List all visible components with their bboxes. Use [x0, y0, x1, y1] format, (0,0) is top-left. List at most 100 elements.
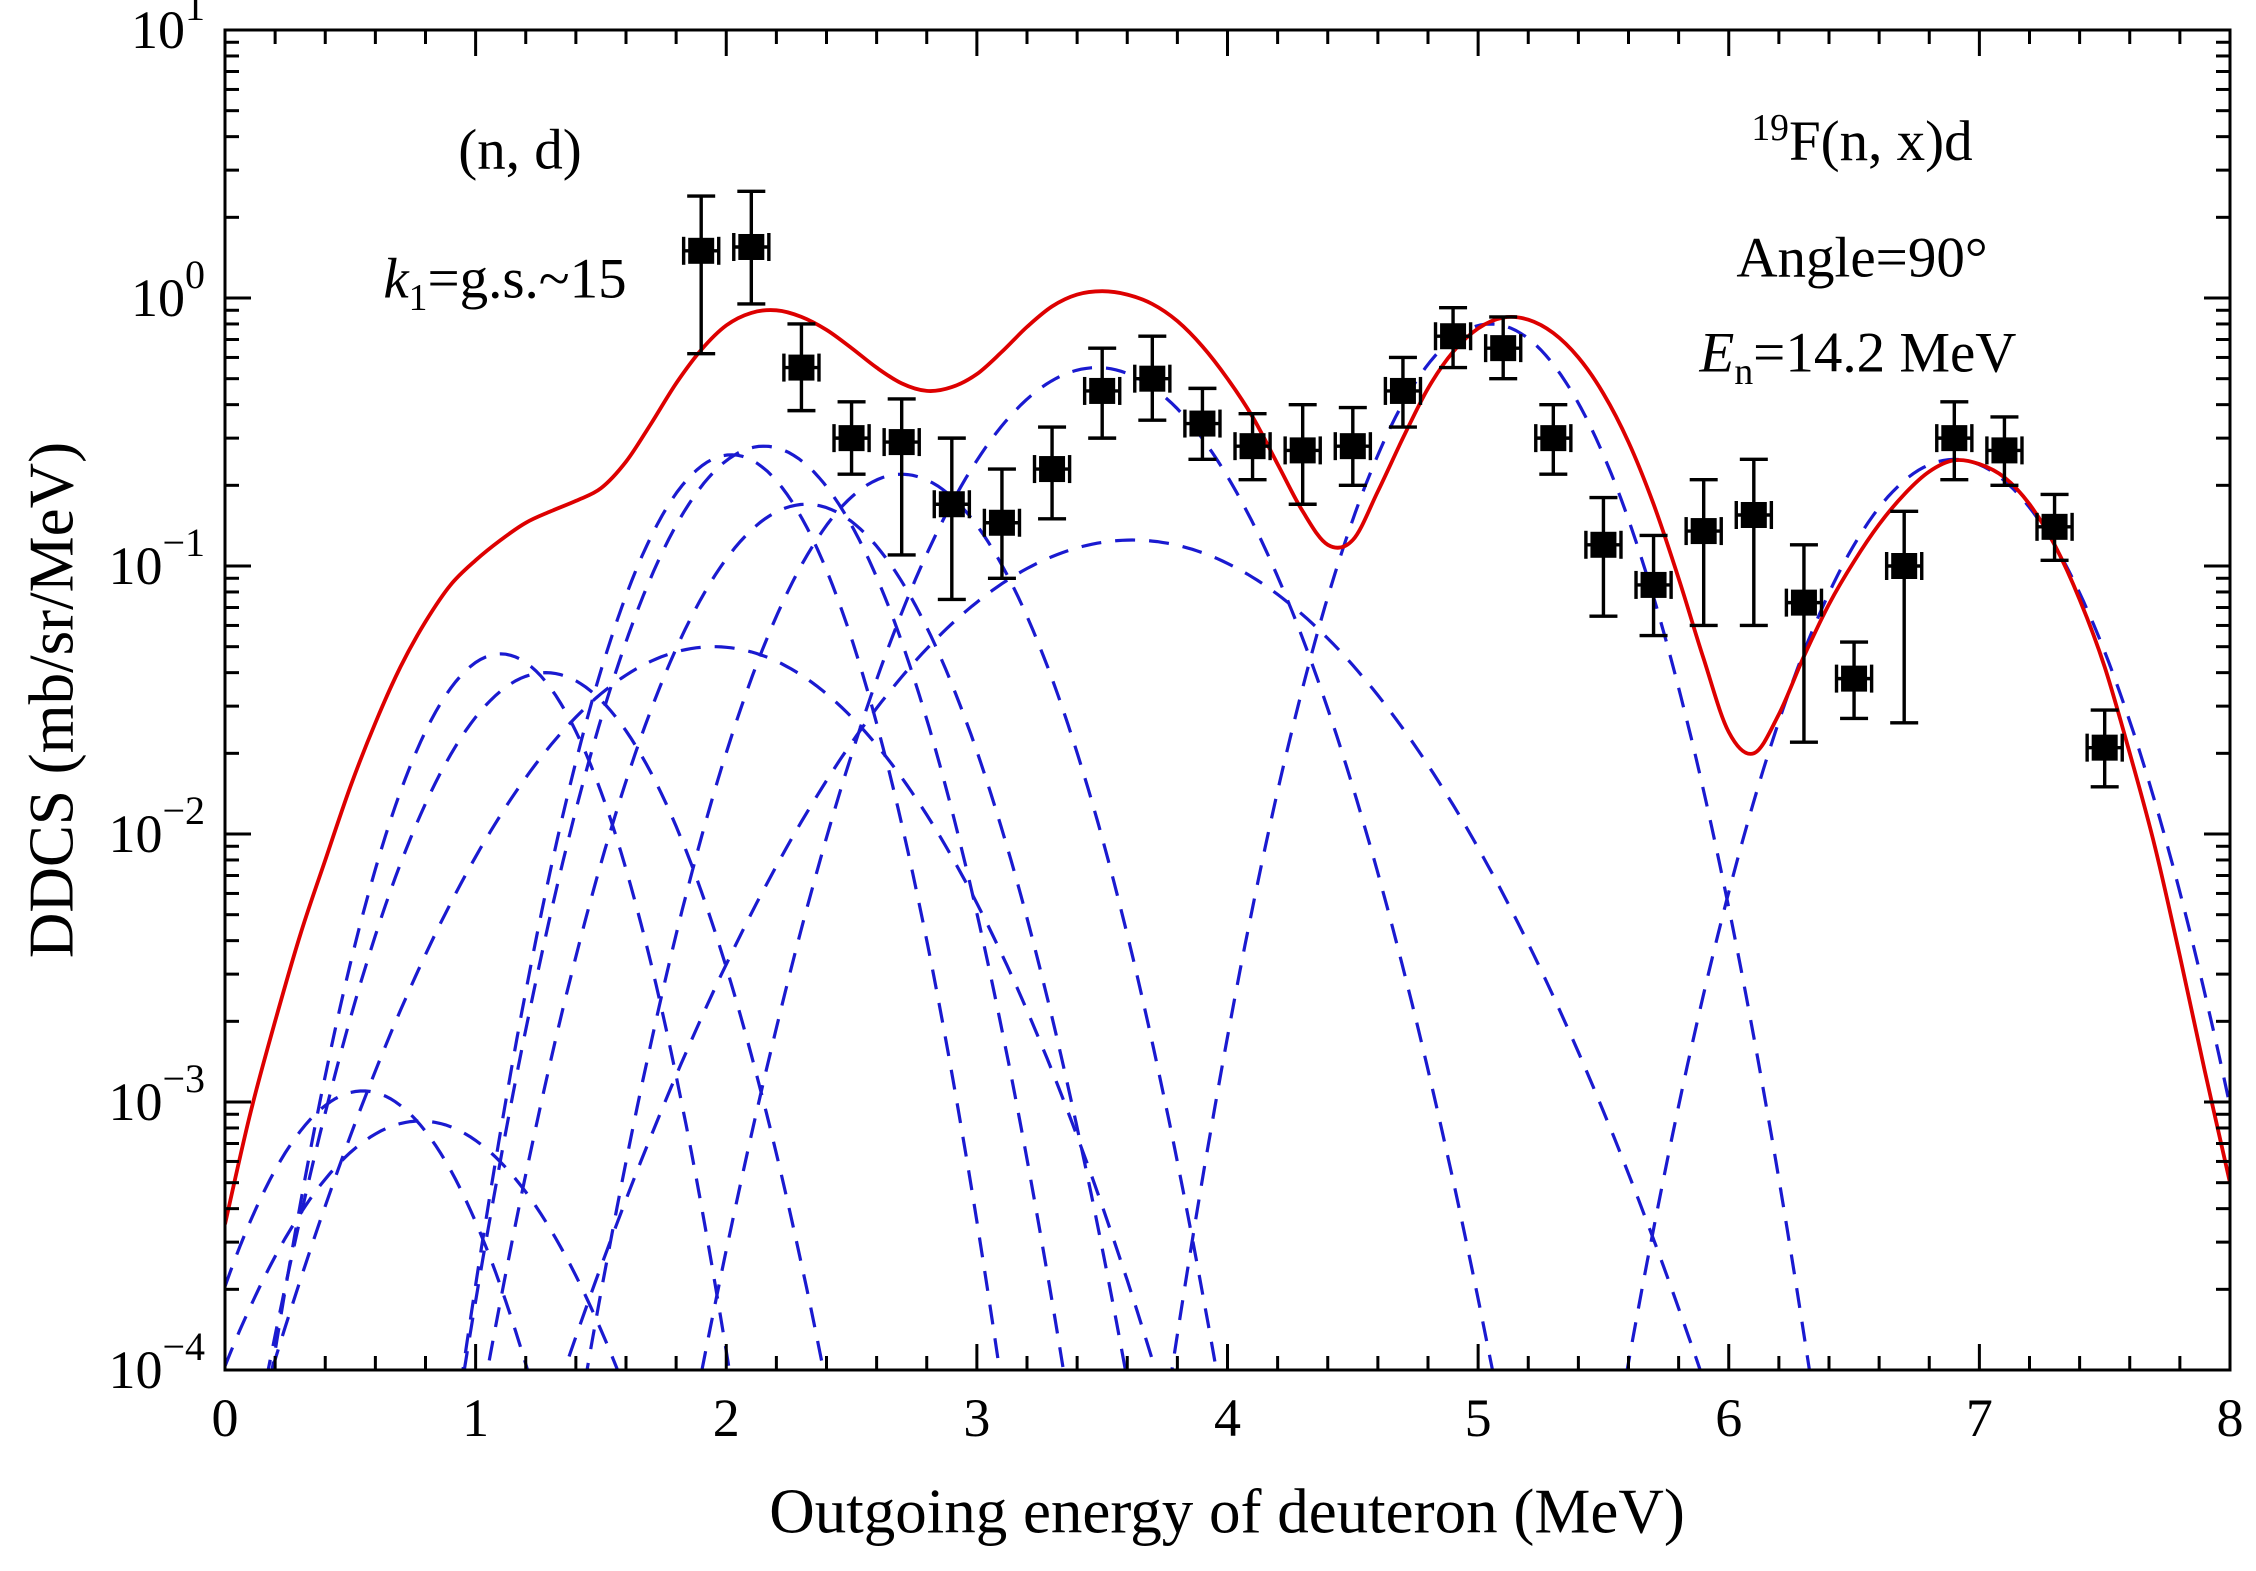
component-curve — [270, 645, 1158, 1370]
data-point-marker — [1841, 665, 1868, 692]
axes-layer — [223, 28, 2232, 1372]
data-point-marker — [1891, 553, 1918, 579]
data-point-marker — [1991, 437, 2018, 464]
data-point — [1985, 415, 2024, 488]
x-tick-label: 2 — [713, 1388, 740, 1448]
data-point-marker — [1490, 335, 1517, 362]
component-curve — [1625, 457, 2230, 1370]
data-point — [782, 322, 821, 413]
component-curve — [700, 365, 1495, 1370]
k-range-text: =g.s.~15 — [427, 247, 627, 311]
data-point — [1183, 386, 1222, 462]
y-tick-label: 100 — [131, 252, 205, 328]
data-point-marker — [888, 429, 915, 456]
component-curve — [225, 1089, 530, 1370]
component-curve — [485, 502, 1128, 1370]
angle-label: Angle=90° — [1736, 226, 1988, 290]
data-point — [2085, 708, 2124, 789]
data-point — [882, 397, 921, 557]
data-point — [1333, 405, 1373, 488]
data-point — [1383, 355, 1423, 429]
data-point-marker — [2091, 734, 2118, 761]
component-curve — [562, 538, 1702, 1370]
k-variable: k — [383, 247, 409, 311]
data-point-marker — [988, 509, 1015, 536]
data-point-marker — [1740, 501, 1767, 528]
data-point — [1433, 306, 1473, 370]
energy-subscript: n — [1734, 350, 1754, 393]
component-curve — [1170, 322, 1812, 1370]
y-tick-label: 10−2 — [108, 788, 205, 864]
data-point-marker — [1540, 425, 1567, 452]
data-point — [1082, 346, 1122, 440]
data-point-marker — [1640, 571, 1667, 598]
mass-number-superscript: 19 — [1751, 107, 1789, 149]
data-point-marker — [1339, 433, 1366, 460]
data-point-marker — [1189, 410, 1216, 437]
data-point — [1684, 477, 1723, 628]
data-point — [1584, 495, 1623, 618]
k-subscript: 1 — [408, 276, 428, 319]
data-point-marker — [1289, 437, 1316, 464]
data-point — [2035, 492, 2074, 563]
reaction-text: F(n, x)d — [1788, 110, 1973, 173]
data-point-marker — [1239, 433, 1266, 460]
y-tick-label: 10−4 — [108, 1324, 205, 1400]
data-point — [1784, 543, 1824, 744]
component-curve — [225, 1119, 620, 1370]
data-point — [1283, 402, 1322, 506]
y-tick-label: 101 — [131, 0, 205, 60]
data-point-marker — [688, 237, 715, 264]
data-point-marker — [738, 233, 765, 260]
y-tick-label: 10−1 — [108, 520, 205, 596]
data-point — [1233, 412, 1272, 482]
data-point-marker — [1941, 425, 1968, 452]
reaction-channel-label: (n, d) — [458, 118, 582, 182]
data-point — [982, 467, 1022, 580]
x-tick-label: 5 — [1465, 1388, 1492, 1448]
x-tick-label: 6 — [1715, 1388, 1742, 1448]
data-point-marker — [1590, 531, 1617, 558]
data-point-marker — [1690, 518, 1717, 545]
energy-variable: E — [1699, 321, 1735, 385]
tick-labels-layer: 0 1 2 3 4 5 6 7 8 10−4 10−3 10−2 10−1 100 101 — [108, 0, 2243, 1448]
x-tick-label: 7 — [1966, 1388, 1993, 1448]
data-point — [681, 194, 721, 356]
data-point-marker — [1389, 377, 1416, 404]
data-point — [832, 400, 871, 476]
data-points-layer — [681, 189, 2124, 789]
x-tick-label: 8 — [2217, 1388, 2244, 1448]
component-curve — [270, 652, 731, 1370]
data-point-marker — [2041, 513, 2068, 540]
y-axis-title: DDCS (mb/sr/MeV) — [16, 441, 87, 959]
incident-energy-label: En=14.2 MeV — [1700, 324, 2017, 391]
component-curve — [461, 453, 1002, 1370]
data-point — [1483, 315, 1523, 381]
data-point-marker — [838, 425, 865, 452]
data-point — [1935, 400, 1974, 482]
x-tick-label: 0 — [212, 1388, 239, 1448]
data-point — [1734, 457, 1774, 628]
energy-value-text: =14.2 MeV — [1753, 321, 2017, 385]
data-point-marker — [1139, 365, 1166, 392]
data-point — [932, 436, 972, 602]
component-curve — [462, 444, 1066, 1370]
data-point-marker — [1790, 589, 1817, 616]
data-point-marker — [788, 354, 815, 381]
x-tick-label: 3 — [963, 1388, 990, 1448]
total-curve — [225, 289, 2230, 1225]
data-point — [1884, 509, 1924, 725]
x-tick-label: 1 — [462, 1388, 489, 1448]
component-curve — [266, 670, 826, 1370]
x-axis-title: Outgoing energy of deuteron (MeV) — [769, 1476, 1685, 1547]
data-point — [1634, 533, 1673, 638]
data-point — [1133, 334, 1172, 422]
data-point — [732, 189, 771, 306]
data-point-marker — [938, 491, 965, 518]
data-point — [1534, 402, 1573, 476]
data-point-marker — [1440, 323, 1467, 350]
x-tick-label: 4 — [1214, 1388, 1241, 1448]
target-reaction-label: 19F(n, x)d — [1751, 107, 1973, 173]
